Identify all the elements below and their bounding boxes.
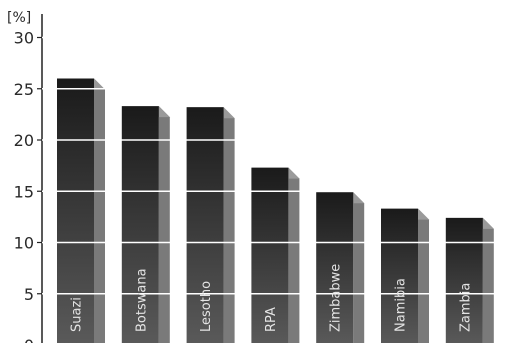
bar xyxy=(186,107,235,343)
bar-front xyxy=(381,208,418,343)
grid-lines-over-bars xyxy=(42,36,507,295)
bar-side xyxy=(418,208,429,343)
y-tick-label: 20 xyxy=(14,131,34,150)
category-label: Suazi xyxy=(70,297,85,332)
bar-front xyxy=(186,107,224,343)
bar-front xyxy=(445,217,483,343)
y-tick-label: 5 xyxy=(24,285,34,304)
bar-side xyxy=(94,78,105,343)
bars xyxy=(57,78,494,343)
category-label: Zambia xyxy=(458,283,473,332)
category-labels: Suazi Botswana Lesotho RPA Zimbabwe Namibia Za… xyxy=(70,264,474,332)
category-label: Namibia xyxy=(394,278,409,332)
bar-side xyxy=(223,107,235,343)
category-label: Lesotho xyxy=(199,281,214,332)
y-tick-label: 0 xyxy=(24,336,34,343)
y-tick-labels: 0 5 10 15 20 25 30 xyxy=(14,29,42,343)
bar-front xyxy=(121,106,159,343)
category-label: Zimbabwe xyxy=(329,264,344,332)
y-unit-label: [%] xyxy=(7,10,31,26)
bar xyxy=(445,217,494,343)
y-tick-label: 15 xyxy=(14,182,34,201)
y-tick-label: 10 xyxy=(14,234,34,253)
bar-front xyxy=(57,78,94,343)
y-tick-label: 30 xyxy=(14,29,34,48)
category-label: RPA xyxy=(264,307,279,332)
y-tick-label: 25 xyxy=(14,80,34,99)
bar xyxy=(57,78,105,343)
bar xyxy=(251,167,300,343)
bar-side xyxy=(482,217,494,343)
bar-side xyxy=(158,106,170,343)
bar-front xyxy=(316,192,354,343)
bar-side xyxy=(288,167,300,343)
bar xyxy=(316,192,365,343)
bar-side xyxy=(353,192,365,343)
category-label: Botswana xyxy=(134,268,149,332)
bar-front xyxy=(251,167,289,343)
bar xyxy=(121,106,170,343)
